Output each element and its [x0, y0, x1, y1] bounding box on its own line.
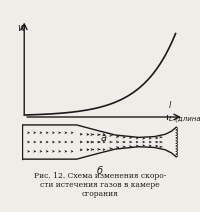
Text: L (длина сопла): L (длина сопла) — [169, 115, 200, 121]
Text: l: l — [169, 101, 171, 110]
Text: Рис. 12. Схема изменения скоро-
сти истечения газов в камере
сгорания: Рис. 12. Схема изменения скоро- сти исте… — [34, 172, 166, 198]
Text: а: а — [101, 133, 107, 143]
Text: w: w — [18, 23, 26, 33]
Text: б: б — [97, 166, 103, 176]
